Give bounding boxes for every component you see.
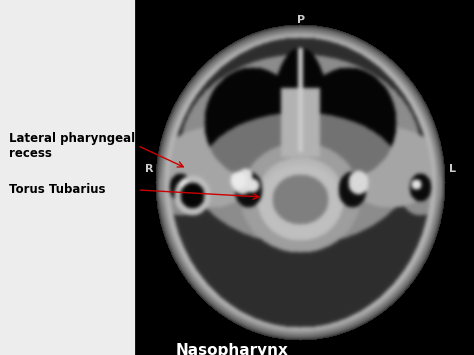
Text: Nasopharynx: Nasopharynx bbox=[175, 343, 288, 355]
Text: Lateral pharyngeal
recess: Lateral pharyngeal recess bbox=[9, 132, 136, 159]
Text: Torus Tubarius: Torus Tubarius bbox=[9, 184, 106, 196]
Text: P: P bbox=[297, 15, 305, 24]
Text: R: R bbox=[145, 164, 154, 174]
Text: L: L bbox=[449, 164, 456, 174]
